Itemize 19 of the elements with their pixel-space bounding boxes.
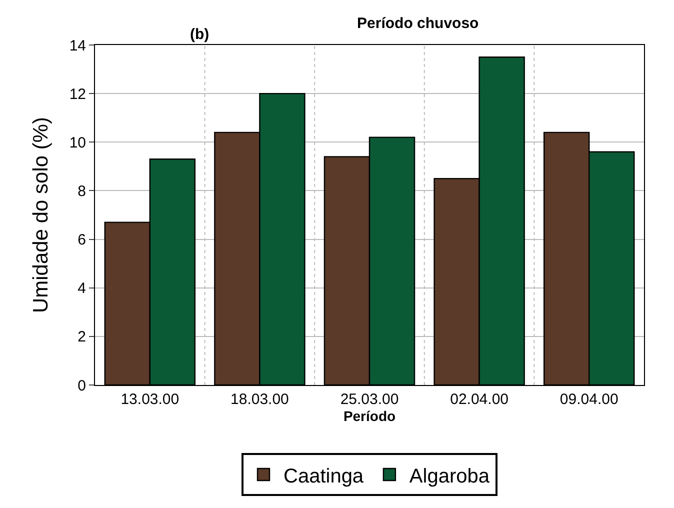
y-axis-title: Umidade do solo (%) (29, 116, 52, 314)
legend-label: Caatinga (284, 465, 364, 488)
chart-title: Período chuvoso (357, 15, 479, 32)
y-tick-label: 14 (69, 37, 86, 54)
x-tick-label: 18.03.00 (230, 391, 289, 408)
x-tick-label: 13.03.00 (120, 391, 180, 408)
x-tick-label: 25.03.00 (340, 391, 399, 408)
y-tick-label: 8 (78, 182, 86, 200)
legend-label: Algaroba (409, 465, 490, 488)
y-tick-label: 2 (78, 328, 86, 346)
x-tick-label: 09.04.00 (560, 391, 618, 408)
x-tick-label: 02.04.00 (450, 391, 508, 408)
y-tick-label: 10 (69, 134, 86, 152)
x-axis-title: Período (343, 408, 396, 424)
y-tick-label: 0 (78, 377, 86, 394)
y-tick-label: 4 (78, 280, 86, 298)
y-tick-label: 12 (69, 86, 86, 103)
y-tick-label: 6 (78, 232, 86, 249)
text: (b) (190, 26, 210, 43)
